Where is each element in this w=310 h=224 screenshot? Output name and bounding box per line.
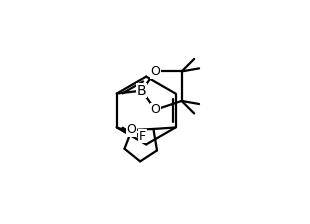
Text: O: O <box>150 103 160 116</box>
Text: F: F <box>139 130 146 143</box>
Text: O: O <box>127 123 137 136</box>
Text: B: B <box>137 84 147 98</box>
Text: O: O <box>150 65 160 78</box>
